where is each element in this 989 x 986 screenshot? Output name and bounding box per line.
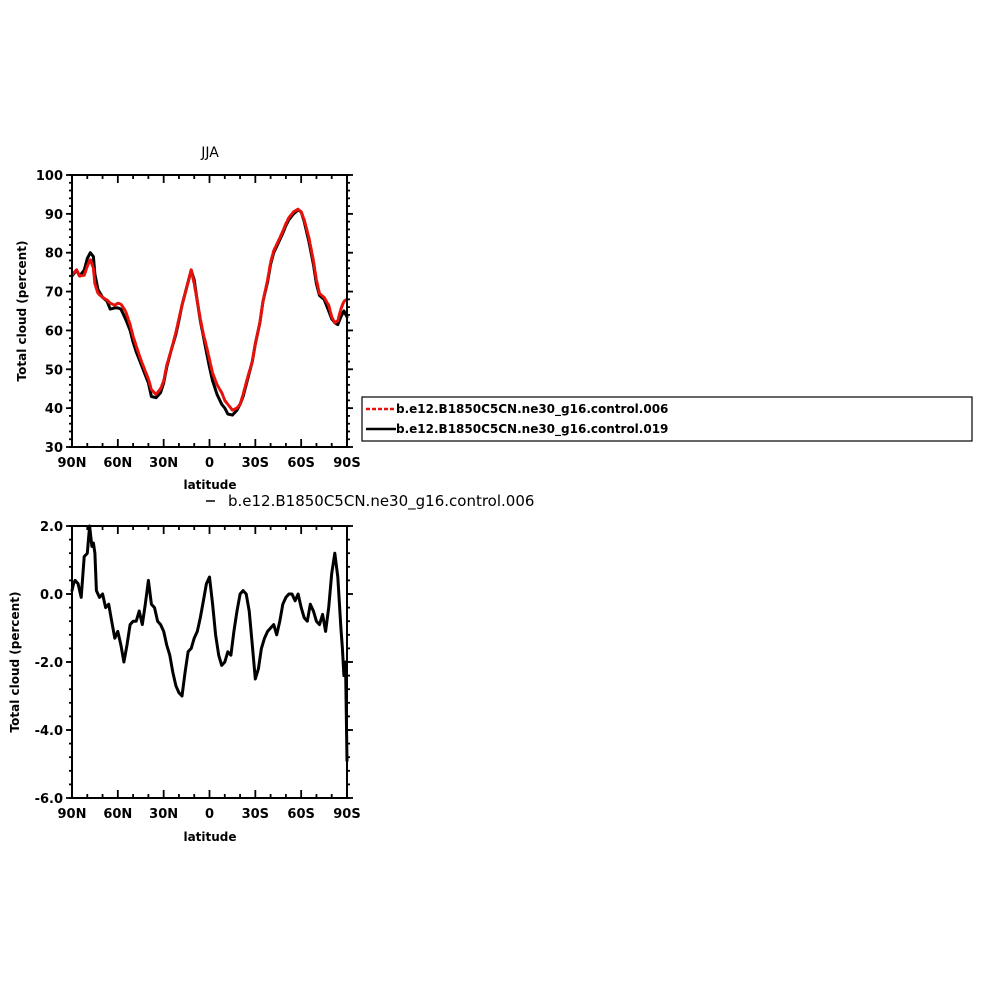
bottom-x-tick-labels: 90N 60N 30N 0 30S 60S 90S: [58, 807, 361, 822]
top-x-tick-labels: 90N 60N 30N 0 30S 60S 90S: [58, 456, 361, 471]
y-tick-label: 40: [45, 402, 63, 417]
x-tick-label: 60S: [287, 456, 314, 471]
x-tick-label: 30S: [242, 456, 269, 471]
x-tick-label: 0: [205, 456, 214, 471]
x-tick-label: 90S: [333, 456, 360, 471]
legend-label-006: b.e12.B1850C5CN.ne30_g16.control.006: [396, 402, 668, 417]
x-tick-label: 30N: [149, 807, 178, 822]
x-tick-label: 60N: [103, 807, 132, 822]
bottom-panel: b.e12.B1850C5CN.ne30_g16.control.006 90N…: [8, 492, 534, 844]
bottom-x-axis-title: latitude: [183, 830, 236, 844]
x-tick-label: 90S: [333, 807, 360, 822]
x-tick-label: 90N: [58, 456, 87, 471]
x-tick-label: 30N: [149, 456, 178, 471]
y-tick-label: -2.0: [35, 656, 63, 671]
legend-box: [361, 396, 973, 442]
y-tick-label: 60: [45, 324, 63, 339]
series-line-1-0: [70, 524, 349, 763]
top-series-lines: [70, 207, 349, 417]
top-y-tick-labels: 30 40 50 60 70 80 90 100: [36, 169, 63, 456]
bottom-axis-ticks: [66, 525, 353, 799]
y-tick-label: -4.0: [35, 724, 63, 739]
bottom-series-lines: [70, 524, 349, 763]
top-y-axis-title: Total cloud (percent): [15, 241, 29, 382]
x-tick-label: 60S: [287, 807, 314, 822]
y-tick-label: 70: [45, 286, 63, 301]
x-tick-label: 90N: [58, 807, 87, 822]
y-tick-label: 0.0: [40, 588, 63, 603]
y-tick-label: 2.0: [40, 520, 63, 535]
bottom-y-tick-labels: 2.0 0.0 -2.0 -4.0 -6.0: [35, 520, 63, 807]
y-tick-label: 80: [45, 247, 63, 262]
top-x-axis-title: latitude: [183, 478, 236, 492]
x-tick-label: 30S: [242, 807, 269, 822]
top-chart-title: JJA: [200, 145, 219, 161]
series-line-0-0: [70, 207, 349, 412]
x-tick-label: 0: [205, 807, 214, 822]
y-tick-label: -6.0: [35, 792, 63, 807]
legend-label-019: b.e12.B1850C5CN.ne30_g16.control.019: [396, 422, 668, 437]
bottom-chart-subtitle: b.e12.B1850C5CN.ne30_g16.control.006: [228, 492, 534, 511]
x-tick-label: 60N: [103, 456, 132, 471]
bottom-y-axis-title: Total cloud (percent): [8, 592, 22, 733]
y-tick-label: 90: [45, 208, 63, 223]
y-tick-label: 50: [45, 363, 63, 378]
legend: b.e12.B1850C5CN.ne30_g16.control.006 b.e…: [361, 396, 973, 442]
y-tick-label: 30: [45, 441, 63, 456]
top-axis-ticks: [66, 174, 353, 448]
top-panel: JJA 90N 60N 30N 0 30S 60S 90S 30 40 50 60 70 80 90 10…: [15, 145, 361, 492]
y-tick-label: 100: [36, 169, 63, 184]
